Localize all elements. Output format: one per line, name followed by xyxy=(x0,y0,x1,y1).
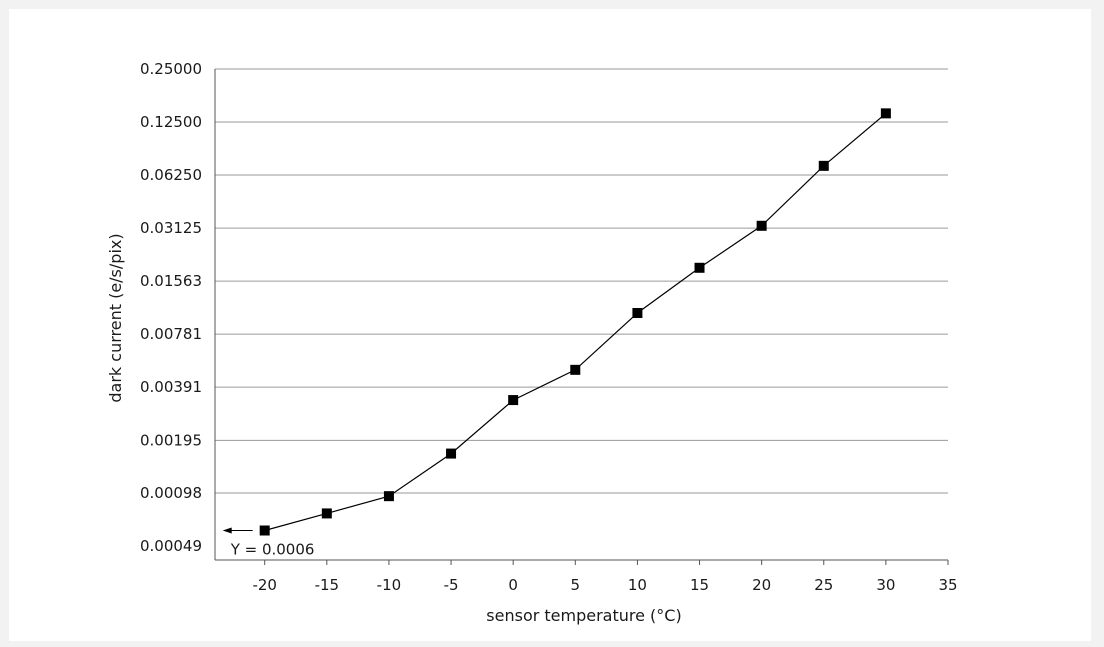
x-axis-label: sensor temperature (°C) xyxy=(486,606,681,625)
y-axis-label: dark current (e/s/pix) xyxy=(106,233,125,402)
y-tick-label: 0.25000 xyxy=(140,60,202,78)
y-tick-label: 0.12500 xyxy=(140,113,202,131)
y-tick-label: 0.00781 xyxy=(140,325,202,343)
data-point-marker xyxy=(446,448,457,459)
y-tick-label: 0.06250 xyxy=(140,166,202,184)
x-tick-label: -5 xyxy=(444,576,459,594)
y-tick-label: 0.01563 xyxy=(140,272,202,290)
x-tick-label: 30 xyxy=(876,576,895,594)
series-line xyxy=(264,112,887,532)
series xyxy=(259,108,891,536)
y-tick-label: 0.00391 xyxy=(140,378,202,396)
data-point-marker xyxy=(570,364,581,375)
x-tick-label: -10 xyxy=(377,576,402,594)
data-point-marker xyxy=(818,160,829,171)
y-tick-label: 0.00195 xyxy=(140,431,202,449)
y-tick-label: 0.03125 xyxy=(140,219,202,237)
data-point-marker xyxy=(321,508,332,519)
x-tick-label: -15 xyxy=(315,576,340,594)
x-tick-label: 20 xyxy=(752,576,771,594)
x-tick-label: 35 xyxy=(938,576,957,594)
chart-card xyxy=(9,9,1091,641)
x-tick-label: 10 xyxy=(628,576,647,594)
annotation: Y = 0.0006 xyxy=(222,527,315,559)
annotation-label: Y = 0.0006 xyxy=(230,541,315,559)
x-tick-label: 15 xyxy=(690,576,709,594)
y-tick-label: 0.00098 xyxy=(140,484,202,502)
arrow-left-icon xyxy=(222,527,232,534)
data-point-marker xyxy=(259,525,270,536)
data-point-marker xyxy=(508,395,519,406)
x-tick-labels: -20 -15 -10 -5 0 5 10 15 20 25 30 35 xyxy=(252,576,957,594)
y-tick-label: 0.00049 xyxy=(140,537,202,555)
axes xyxy=(214,69,949,565)
x-tick-label: 25 xyxy=(814,576,833,594)
x-tick-label: -20 xyxy=(252,576,277,594)
x-tick-label: 0 xyxy=(508,576,518,594)
x-tick-label: 5 xyxy=(571,576,581,594)
data-point-marker xyxy=(383,491,394,502)
data-point-marker xyxy=(880,108,891,119)
data-point-marker xyxy=(756,220,767,231)
y-gridlines xyxy=(215,68,948,494)
data-point-marker xyxy=(694,262,705,273)
data-point-marker xyxy=(632,308,643,319)
y-tick-labels: 0.00049 0.00098 0.00195 0.00391 0.00781 0.015… xyxy=(140,60,202,555)
